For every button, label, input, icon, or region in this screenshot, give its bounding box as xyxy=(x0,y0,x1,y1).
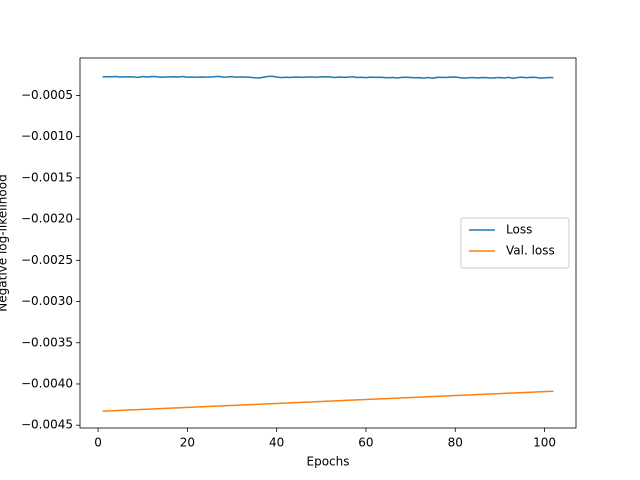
y-tick-label: −0.0040 xyxy=(21,376,73,390)
line xyxy=(102,390,554,412)
y-axis-label: Negative log-likelihood xyxy=(0,174,10,311)
y-tick-label: −0.0045 xyxy=(21,418,73,432)
y-tick-label: −0.0030 xyxy=(21,294,73,308)
x-tick-label: 100 xyxy=(533,436,556,450)
y-tick-label: −0.0025 xyxy=(21,253,73,267)
plot-frame xyxy=(79,57,577,429)
y-tick-label: −0.0010 xyxy=(21,129,73,143)
y-tick-label: −0.0005 xyxy=(21,88,73,102)
x-tick-label: 40 xyxy=(269,436,284,450)
line xyxy=(102,75,554,80)
y-tick-label: −0.0020 xyxy=(21,212,73,226)
x-tick-label: 80 xyxy=(448,436,463,450)
y-tick-label: −0.0035 xyxy=(21,335,73,349)
x-tick-label: 60 xyxy=(358,436,373,450)
x-axis-label: Epochs xyxy=(307,455,350,469)
y-tick-label: −0.0015 xyxy=(21,170,73,184)
x-tick-label: 0 xyxy=(94,436,102,450)
legend-label: Loss xyxy=(506,223,532,237)
legend-label: Val. loss xyxy=(506,244,555,258)
x-tick-label: 20 xyxy=(180,436,195,450)
